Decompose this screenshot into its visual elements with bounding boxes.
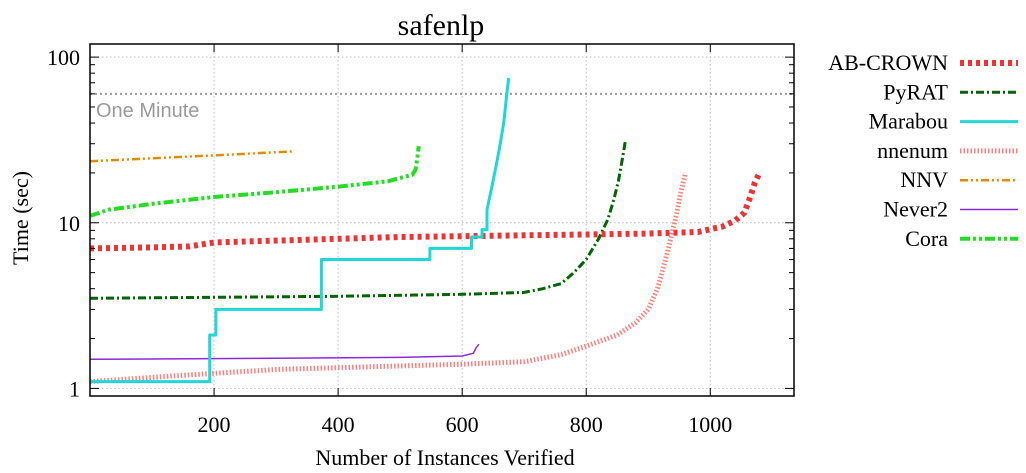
legend-label-never2: Never2	[883, 197, 948, 222]
plot-frame	[89, 43, 795, 397]
legend-label-nnv: NNV	[900, 167, 948, 192]
series-line-pyrat	[89, 141, 627, 300]
chart-title: safenlp	[398, 9, 485, 42]
legend-label-pyrat: PyRAT	[883, 79, 948, 104]
series-line-never2	[89, 343, 480, 361]
reference-line-group: One Minute	[90, 92, 794, 122]
legend: AB-CROWN PyRAT Marabou nnenum NNV Never2 Cora	[828, 50, 1018, 251]
series-line-nnv	[89, 150, 295, 163]
legend-label-nnenum: nnenum	[877, 138, 948, 163]
y-tick-label: 100	[47, 45, 80, 70]
series-group	[89, 77, 762, 385]
x-tick-label: 200	[198, 412, 231, 437]
x-axis-label: Number of Instances Verified	[315, 445, 574, 470]
x-tick-label: 600	[446, 412, 479, 437]
y-tick-label: 10	[58, 211, 80, 236]
axis-ticks: 200 400 600 800 1000 1 10 100	[47, 44, 794, 437]
series-line-ab-crown	[89, 173, 762, 252]
y-tick-label: 1	[69, 376, 80, 401]
grid	[90, 44, 794, 396]
series-line-marabou	[90, 77, 511, 384]
one-minute-label: One Minute	[96, 100, 199, 122]
x-tick-label: 400	[322, 412, 355, 437]
y-axis-label: Time (sec)	[8, 171, 33, 265]
legend-label-cora: Cora	[905, 226, 948, 251]
x-tick-label: 1000	[688, 412, 732, 437]
legend-label-marabou: Marabou	[869, 109, 948, 134]
legend-label-ab-crown: AB-CROWN	[828, 50, 948, 75]
series-line-nnenum	[89, 172, 688, 385]
x-tick-label: 800	[570, 412, 603, 437]
series-line-cora	[89, 145, 421, 218]
